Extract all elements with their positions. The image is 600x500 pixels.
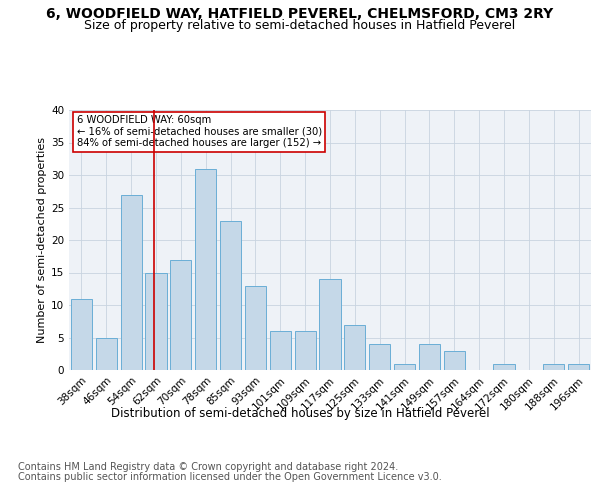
Bar <box>344 324 365 370</box>
Bar <box>270 331 291 370</box>
Bar <box>295 331 316 370</box>
Text: Contains HM Land Registry data © Crown copyright and database right 2024.: Contains HM Land Registry data © Crown c… <box>18 462 398 472</box>
Bar <box>96 338 117 370</box>
Bar <box>195 168 216 370</box>
Bar <box>369 344 390 370</box>
Bar <box>220 220 241 370</box>
Bar <box>394 364 415 370</box>
Bar <box>444 350 465 370</box>
Bar <box>568 364 589 370</box>
Bar <box>71 298 92 370</box>
Bar <box>493 364 515 370</box>
Text: Distribution of semi-detached houses by size in Hatfield Peverel: Distribution of semi-detached houses by … <box>110 408 490 420</box>
Bar <box>543 364 564 370</box>
Bar <box>170 260 191 370</box>
Bar <box>319 279 341 370</box>
Y-axis label: Number of semi-detached properties: Number of semi-detached properties <box>37 137 47 343</box>
Bar <box>145 272 167 370</box>
Bar <box>419 344 440 370</box>
Text: 6, WOODFIELD WAY, HATFIELD PEVEREL, CHELMSFORD, CM3 2RY: 6, WOODFIELD WAY, HATFIELD PEVEREL, CHEL… <box>46 8 554 22</box>
Text: Contains public sector information licensed under the Open Government Licence v3: Contains public sector information licen… <box>18 472 442 482</box>
Text: 6 WOODFIELD WAY: 60sqm
← 16% of semi-detached houses are smaller (30)
84% of sem: 6 WOODFIELD WAY: 60sqm ← 16% of semi-det… <box>77 115 322 148</box>
Text: Size of property relative to semi-detached houses in Hatfield Peverel: Size of property relative to semi-detach… <box>85 18 515 32</box>
Bar <box>121 194 142 370</box>
Bar <box>245 286 266 370</box>
